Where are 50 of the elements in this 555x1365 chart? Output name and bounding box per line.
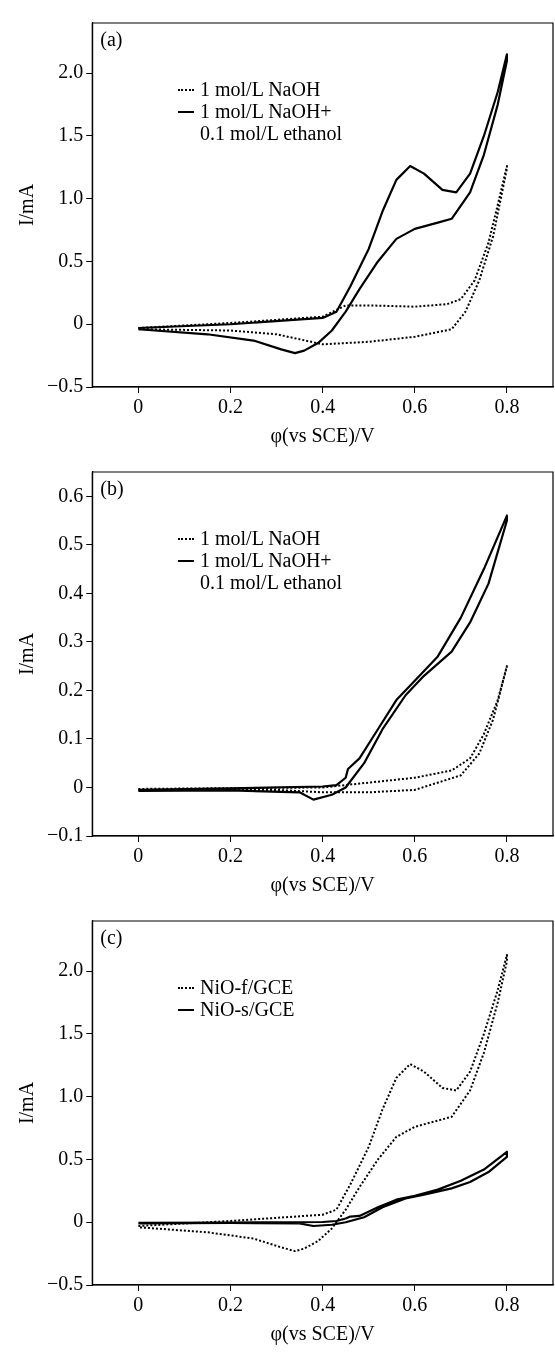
annotation: (b) (100, 477, 124, 501)
y-tick-label: 0.2 (58, 677, 84, 700)
y-tick-label: 1.0 (58, 1083, 84, 1106)
y-tick-label: −0.1 (47, 823, 84, 846)
y-tick-label: −0.5 (47, 374, 84, 397)
y-tick-label: 1.5 (58, 1021, 84, 1044)
y-tick-label: 2.0 (58, 60, 84, 83)
y-tick-label: 0.4 (58, 580, 84, 603)
y-axis-title: I/mA (15, 632, 38, 676)
x-tick-label: 0.2 (218, 1293, 243, 1316)
x-tick-label: 0.6 (402, 1293, 428, 1316)
legend-label: NiO-s/GCE (200, 998, 295, 1020)
x-tick-label: 0.6 (402, 395, 428, 418)
y-tick-label: 2.0 (58, 958, 84, 981)
x-tick-label: 0.8 (494, 1293, 520, 1316)
y-tick-label: 0.1 (58, 726, 84, 749)
y-tick-label: 0 (73, 1209, 84, 1232)
y-tick-label: 0.5 (58, 1146, 84, 1169)
x-tick-label: 0.4 (310, 395, 336, 418)
x-tick-label: 0.2 (218, 844, 243, 867)
legend-label: NiO-f/GCE (200, 976, 294, 998)
x-tick-label: 0.2 (218, 395, 243, 418)
y-tick-label: −0.5 (47, 1272, 84, 1295)
x-axis-title: φ(vs SCE)/V (270, 424, 376, 448)
y-tick-label: 0.6 (58, 483, 84, 506)
x-tick-label: 0 (133, 395, 144, 418)
x-tick-label: 0.4 (310, 844, 336, 867)
y-tick-label: 1.5 (58, 123, 84, 146)
y-tick-label: 0 (73, 774, 84, 797)
x-axis-title: φ(vs SCE)/V (270, 1322, 376, 1346)
legend-label: 1 mol/L NaOH+ 0.1 mol/L ethanol (200, 100, 343, 144)
x-tick-label: 0 (133, 1293, 144, 1316)
y-tick-label: 1.0 (58, 185, 84, 208)
x-axis-title: φ(vs SCE)/V (270, 873, 376, 897)
legend-label: 1 mol/L NaOH+ 0.1 mol/L ethanol (200, 549, 343, 593)
x-tick-label: 0.8 (494, 395, 520, 418)
x-tick-label: 0 (133, 844, 144, 867)
y-tick-label: 0.3 (58, 629, 84, 652)
y-axis-title: I/mA (15, 183, 38, 227)
legend-label: 1 mol/L NaOH (200, 527, 321, 549)
y-tick-label: 0.5 (58, 248, 84, 271)
y-axis-title: I/mA (15, 1081, 38, 1125)
annotation: (a) (100, 28, 123, 52)
y-tick-label: 0.5 (58, 532, 84, 555)
y-tick-label: 0 (73, 311, 84, 334)
x-tick-label: 0.4 (310, 1293, 336, 1316)
x-tick-label: 0.6 (402, 844, 428, 867)
x-tick-label: 0.8 (494, 844, 520, 867)
annotation: (c) (100, 926, 123, 950)
legend-label: 1 mol/L NaOH (200, 78, 321, 100)
